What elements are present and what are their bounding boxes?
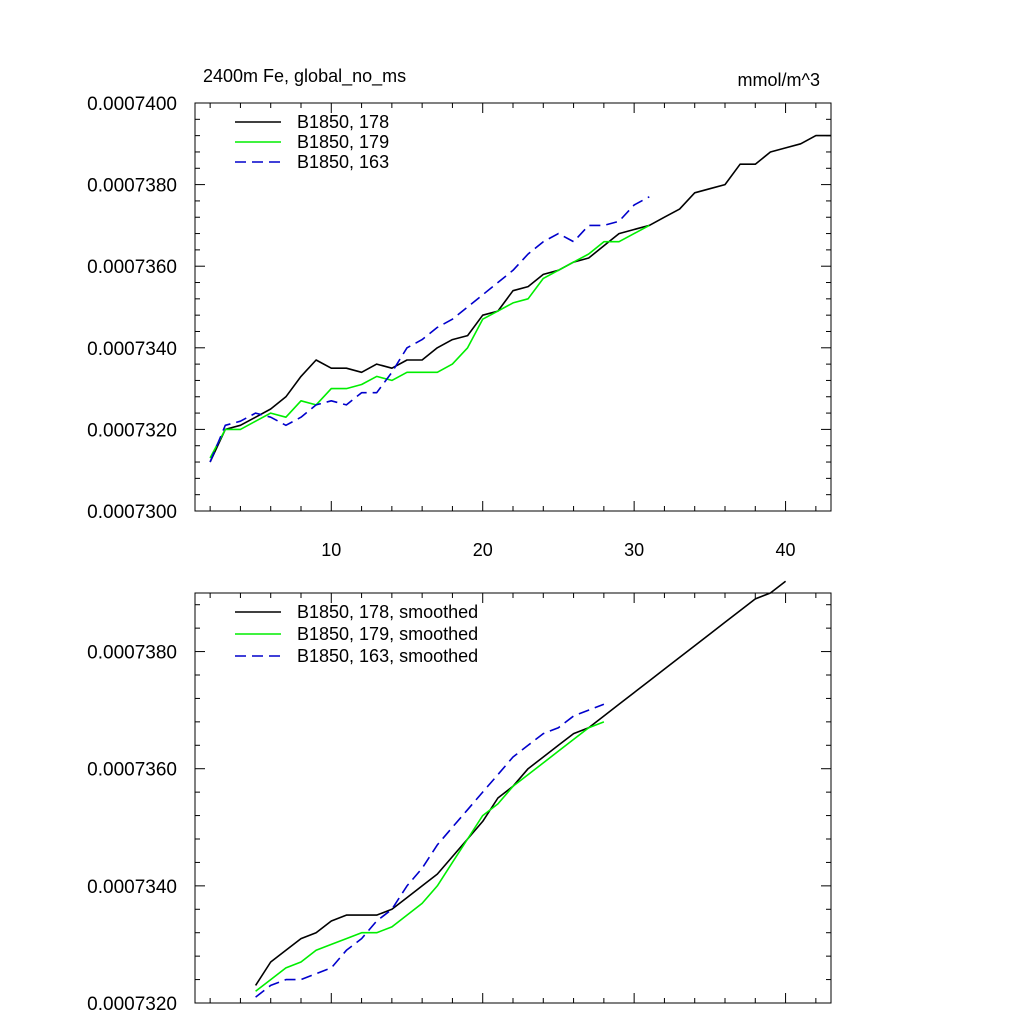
y-tick-label: 0.0007380 [87,176,177,197]
ticks-top [195,102,831,512]
top-panel: 2400m Fe, global_no_ms mmol/m^3 0.000730… [87,66,832,560]
legend-label: B1850, 178 [297,112,389,132]
legend-label: B1850, 178, smoothed [297,602,478,622]
y-tick-label: 0.0007360 [87,760,177,781]
y-tick-label: 0.0007320 [87,420,177,441]
y-tick-label: 0.0007340 [87,877,177,898]
y-tick-label: 0.0007300 [87,502,177,523]
chart-title: 2400m Fe, global_no_ms [203,66,406,87]
legend-label: B1850, 163 [297,152,389,172]
series-line [255,703,605,998]
y-tick-label: 0.0007380 [87,643,177,664]
plot-frame-bottom [194,592,832,1004]
y-tick-label: 0.0007320 [87,994,177,1015]
x-tick-label: 40 [776,540,796,560]
x-tick-label: 20 [473,540,493,560]
y-tick-label: 0.0007400 [87,94,177,115]
series-line [209,196,650,463]
y-tick-label: 0.0007340 [87,339,177,360]
series-line [209,134,831,463]
series-line [209,224,650,459]
bottom-panel: 0.0007320 0.0007340 0.0007360 0.0007380 B18… [87,580,832,1015]
series-group-bottom [254,580,787,998]
series-group-top [209,134,831,463]
x-axis-top: 10 20 30 40 [321,540,795,560]
y-tick-label: 0.0007360 [87,257,177,278]
ticks-bottom [195,593,831,1004]
y-axis-bottom: 0.0007320 0.0007340 0.0007360 0.0007380 [87,643,177,1015]
legend-label: B1850, 179 [297,132,389,152]
legend-label: B1850, 179, smoothed [297,624,478,644]
x-tick-label: 30 [624,540,644,560]
series-line [255,721,605,992]
x-tick-label: 10 [321,540,341,560]
plot-frame-top [194,102,832,512]
y-axis-top: 0.0007300 0.0007320 0.0007340 0.0007360 0.00… [87,94,177,523]
units-label: mmol/m^3 [738,70,820,90]
series-line [254,580,787,986]
legend-label: B1850, 163, smoothed [297,646,478,666]
